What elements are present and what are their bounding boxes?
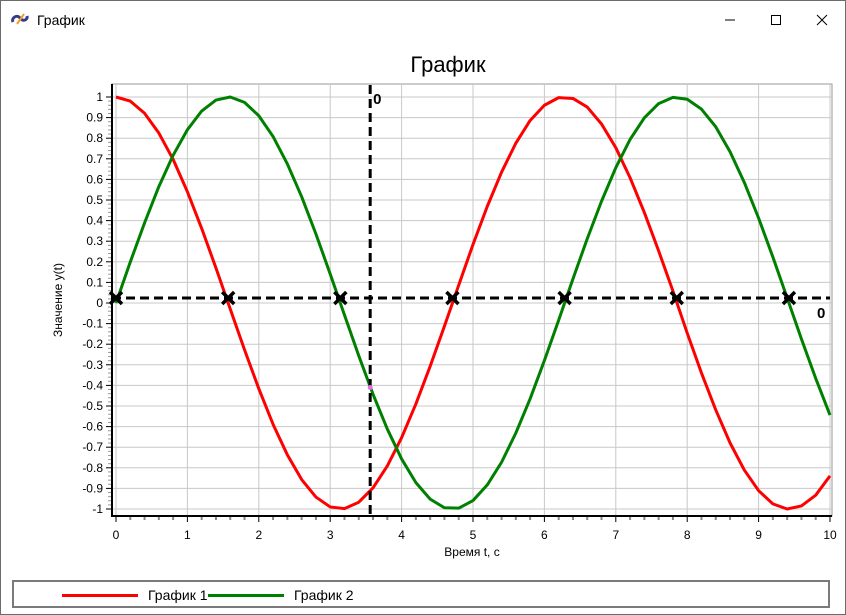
maximize-icon xyxy=(771,15,781,25)
y-tick-label: 0.4 xyxy=(86,214,103,228)
x-marker xyxy=(669,290,685,306)
x-tick-label: 10 xyxy=(823,528,837,542)
legend-item-series-2: График 2 xyxy=(208,587,354,603)
y-tick-label: -0.6 xyxy=(82,420,103,434)
y-tick-label: -0.4 xyxy=(82,378,103,392)
x-marker-icon xyxy=(108,290,124,306)
y-tick-label: 1 xyxy=(96,90,103,104)
window-title: График xyxy=(37,12,85,28)
x-marker xyxy=(220,290,236,306)
y-tick-label: -0.8 xyxy=(82,461,103,475)
series-line-2 xyxy=(114,95,832,510)
x-marker-icon xyxy=(220,290,236,306)
y-tick-label: -0.9 xyxy=(82,481,103,495)
minimize-button[interactable] xyxy=(707,1,753,39)
y-tick-label: -0.1 xyxy=(82,317,103,331)
x-tick-label: 2 xyxy=(255,528,262,542)
legend-swatch xyxy=(208,593,284,597)
close-icon xyxy=(816,14,828,26)
x-marker xyxy=(557,290,572,306)
y-tick-label: -0.5 xyxy=(82,399,103,413)
close-button[interactable] xyxy=(799,1,845,39)
x-marker-icon xyxy=(333,290,348,306)
y-tick-label: 0.8 xyxy=(86,131,103,145)
x-tick-label: 1 xyxy=(184,528,191,542)
y-tick-label: -0.7 xyxy=(82,440,103,454)
x-tick-label: 3 xyxy=(327,528,334,542)
x-tick-label: 6 xyxy=(541,528,548,542)
x-marker-icon xyxy=(557,290,572,306)
legend: График 1 График 2 xyxy=(12,580,830,608)
y-tick-label: 0.1 xyxy=(86,275,103,289)
x-marker xyxy=(445,290,460,306)
y-tick-label: -0.3 xyxy=(82,358,103,372)
x-marker-icon xyxy=(669,290,685,306)
minimize-icon xyxy=(725,19,735,21)
plot-area xyxy=(111,83,833,517)
cursor-x-label: 0 xyxy=(373,91,381,108)
title-bar: График xyxy=(1,1,845,39)
x-tick-label: 7 xyxy=(612,528,619,542)
chart-plot[interactable]: 0 1 2 3 4 5 6 7 8 9 10 1 0.9 0.8 0.7 0.6 0.5 0.4 0.3 0.2 0.1… xyxy=(0,0,846,580)
legend-label: График 2 xyxy=(294,587,354,603)
x-tick-label: 9 xyxy=(755,528,762,542)
y-tick-label: 0.7 xyxy=(86,152,103,166)
cursor-y-label: 0 xyxy=(817,305,825,322)
x-marker xyxy=(333,290,348,306)
legend-label: График 1 xyxy=(148,587,208,603)
cursor-intersection-point xyxy=(367,384,373,390)
y-tick-label: 0.3 xyxy=(86,234,103,248)
y-tick-label: 0.9 xyxy=(86,111,103,125)
x-marker xyxy=(781,290,797,306)
y-tick-label: -0.2 xyxy=(82,337,103,351)
maximize-button[interactable] xyxy=(753,1,799,39)
y-tick-label: 0.6 xyxy=(86,172,103,186)
x-tick-label: 0 xyxy=(113,528,120,542)
series-line-1 xyxy=(115,95,832,511)
y-tick-label: 0.2 xyxy=(86,255,103,269)
x-tick-label: 5 xyxy=(470,528,477,542)
x-marker-icon xyxy=(445,290,460,306)
y-axis-label: Значение y(t) xyxy=(51,263,65,337)
legend-swatch xyxy=(62,593,138,597)
x-marker-icon xyxy=(781,290,797,306)
x-marker xyxy=(108,290,124,306)
x-tick-label: 8 xyxy=(684,528,691,542)
app-logo-icon xyxy=(11,13,29,25)
chart-title: График xyxy=(410,52,486,77)
x-tick-label: 4 xyxy=(398,528,405,542)
y-tick-label: 0.5 xyxy=(86,193,103,207)
y-tick-label: 0 xyxy=(96,296,103,310)
x-axis-label: Время t, c xyxy=(444,545,499,559)
y-tick-label: -1 xyxy=(92,502,103,516)
legend-item-series-1: График 1 xyxy=(62,587,208,603)
